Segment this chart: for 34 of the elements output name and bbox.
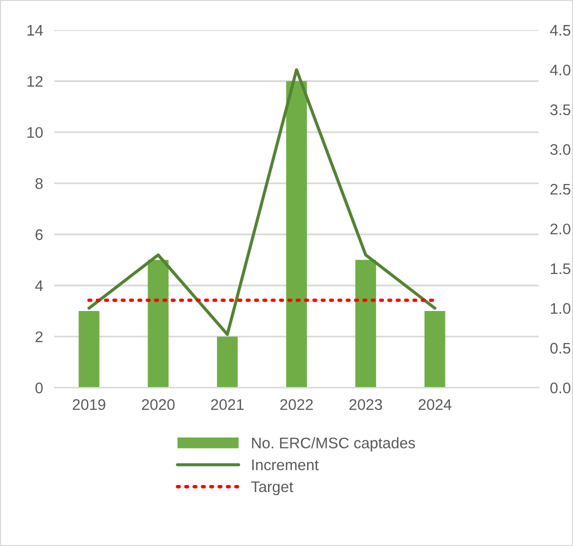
bar [286, 81, 307, 388]
y2-tick-label: 1.5 [550, 263, 570, 274]
bar [424, 311, 446, 388]
y-tick-label: 2 [36, 331, 43, 342]
y2-tick-label: 3.5 [550, 104, 570, 116]
x-tick-label: 2021 [211, 399, 244, 410]
y-tick-label: 8 [35, 178, 43, 189]
y-tick-label: 6 [36, 229, 43, 240]
legend-label: Increment [252, 460, 319, 470]
x-tick-label: 2019 [72, 399, 106, 410]
y2-tick-label: 3.0 [550, 144, 570, 155]
y-tick-label: 4 [35, 280, 43, 292]
bar [216, 336, 238, 388]
y2-tick-label: 0.0 [550, 382, 570, 394]
x-tick-label: 2024 [418, 399, 452, 410]
bar [78, 311, 100, 388]
y-tick-label: 14 [27, 25, 43, 36]
y-tick-label: 0 [35, 382, 43, 394]
legend-label: Target [251, 481, 294, 496]
legend-label: No. ERC/MSC captades [252, 437, 416, 452]
y2-tick-label: 1.0 [550, 303, 570, 314]
y2-tick-label: 0.5 [550, 342, 570, 354]
y-tick-label: 10 [27, 127, 43, 138]
x-tick-label: 2020 [142, 399, 175, 410]
bar [148, 260, 169, 388]
y2-tick-label: 2.0 [550, 224, 570, 234]
y2-tick-label: 2.5 [550, 184, 570, 195]
x-tick-label: 2023 [349, 399, 382, 410]
y-tick-label: 12 [27, 76, 43, 87]
y2-tick-label: 4.0 [550, 64, 570, 76]
x-tick-label: 2022 [280, 399, 313, 410]
line-series [87, 68, 436, 336]
bar [355, 260, 376, 388]
y2-tick-label: 4.5 [550, 25, 570, 36]
